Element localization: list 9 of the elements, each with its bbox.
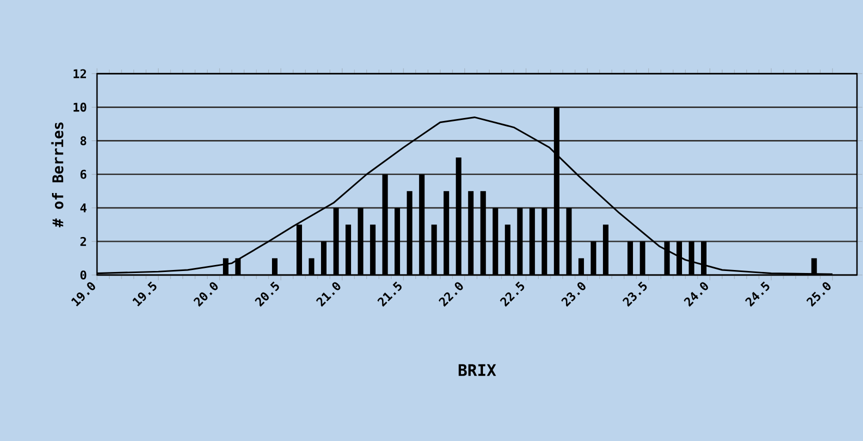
y-tick-label: 2 <box>80 236 86 246</box>
y-tick-label: 0 <box>80 270 86 280</box>
x-axis-title: BRIX <box>458 364 496 376</box>
y-tick-label: 4 <box>80 204 86 212</box>
y-tick-label: 12 <box>74 69 86 78</box>
y-tick-label: 6 <box>80 170 86 179</box>
y-tick-label: 10 <box>74 102 86 112</box>
y-tick-label: 8 <box>80 136 86 146</box>
y-axis-title: # of Berries <box>51 122 64 228</box>
